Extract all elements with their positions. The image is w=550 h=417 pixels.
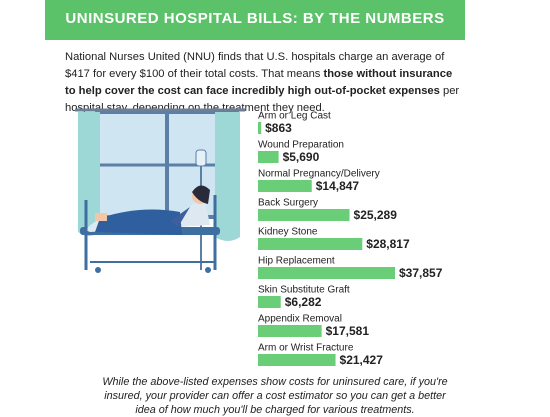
bar — [258, 296, 281, 308]
category-label: Wound Preparation — [258, 140, 344, 151]
value-label: $5,690 — [283, 150, 320, 164]
value-label: $25,289 — [354, 208, 398, 222]
category-label: Hip Replacement — [258, 256, 335, 267]
chart: Arm or Leg Cast$863 Wound Preparation$5,6… — [75, 108, 443, 367]
intro-text: National Nurses United (NNU) finds that … — [65, 51, 445, 80]
value-label: $17,581 — [326, 324, 370, 338]
category-label: Normal Pregnancy/Delivery — [258, 169, 380, 180]
intro: National Nurses United (NNU) finds that … — [65, 49, 465, 117]
bar — [258, 151, 279, 163]
category-label: Skin Substitute Graft — [258, 285, 350, 296]
footnote: While the above-listed expenses show cos… — [102, 376, 448, 416]
category-label: Kidney Stone — [258, 227, 318, 238]
value-label: $21,427 — [340, 353, 384, 367]
bar — [258, 122, 262, 134]
illustration — [75, 108, 245, 273]
bar — [258, 238, 363, 250]
value-label: $14,847 — [316, 179, 360, 193]
category-label: Back Surgery — [258, 198, 318, 209]
category-label: Arm or Leg Cast — [258, 111, 331, 122]
value-label: $28,817 — [366, 237, 410, 251]
chart-title: UNINSURED HOSPITAL BILLS: BY THE NUMBERS — [45, 0, 465, 40]
intro-bold: those without insurance to help cover th… — [65, 68, 453, 97]
bar — [258, 209, 350, 221]
value-label: $863 — [265, 121, 292, 135]
value-label: $6,282 — [285, 295, 322, 309]
value-label: $37,857 — [399, 266, 443, 280]
category-label: Appendix Removal — [258, 314, 342, 325]
category-label: Arm or Wrist Fracture — [258, 343, 354, 354]
bar — [258, 180, 312, 192]
bar — [258, 325, 322, 337]
bar — [258, 354, 336, 366]
bar — [258, 267, 395, 279]
